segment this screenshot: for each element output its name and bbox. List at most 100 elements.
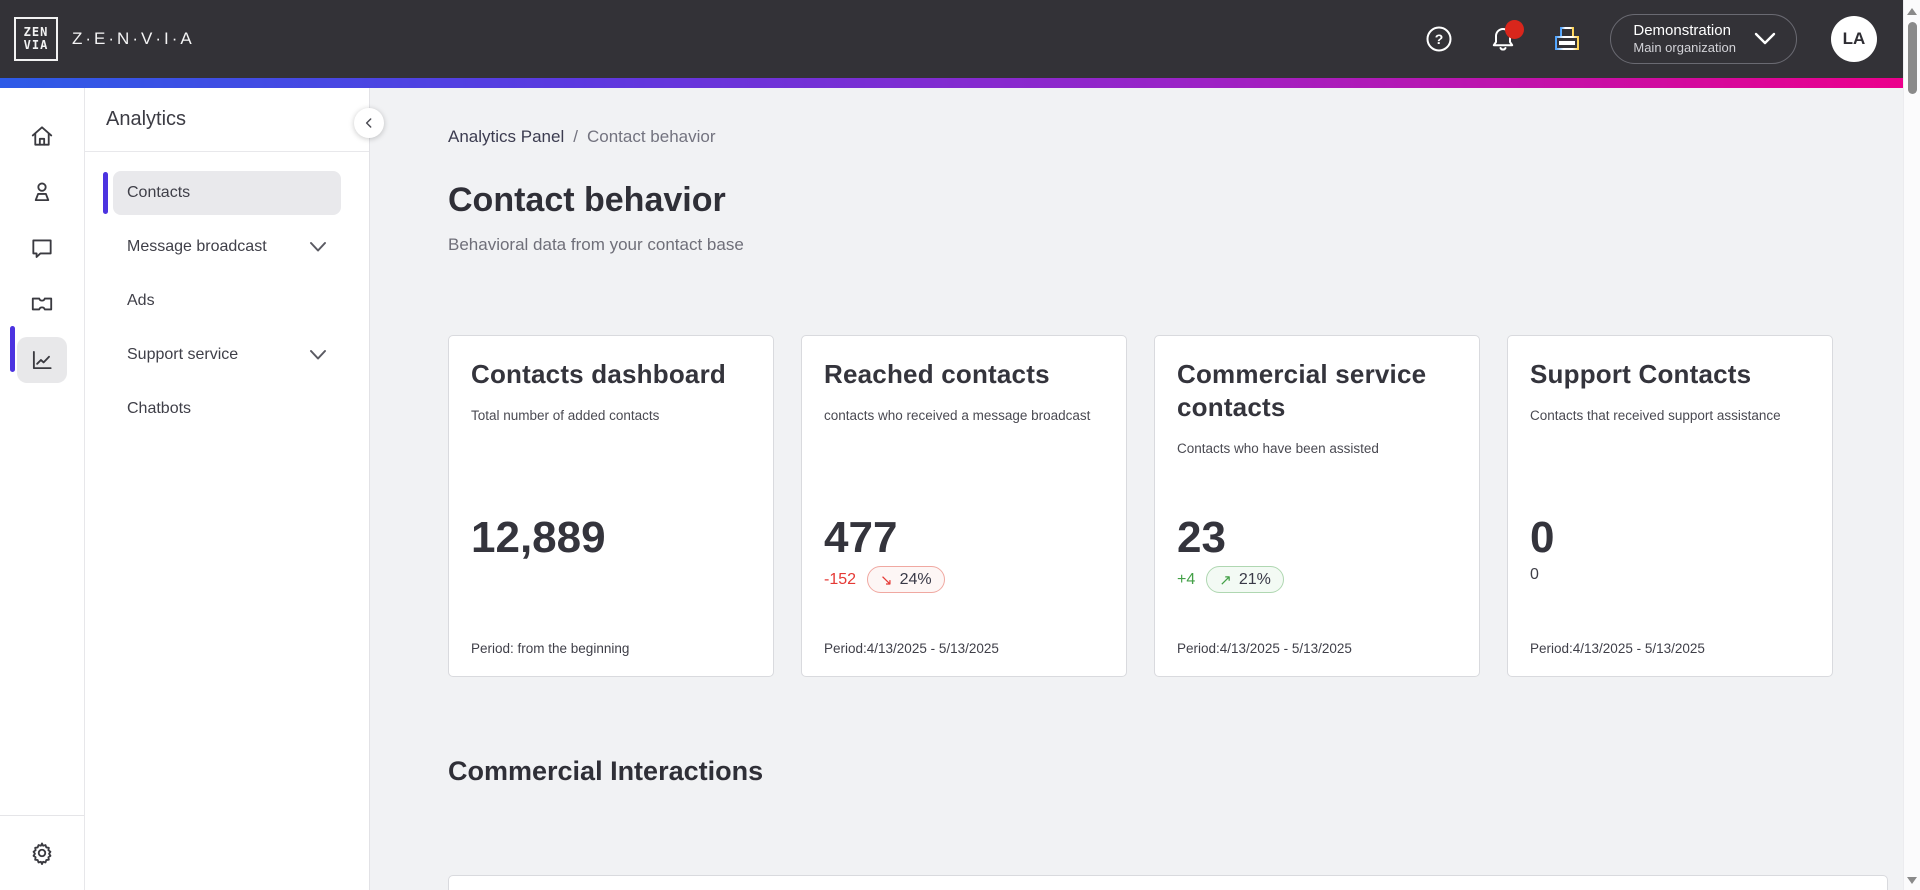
user-avatar[interactable]: LA xyxy=(1831,16,1877,62)
chevron-left-icon xyxy=(365,118,372,128)
card-delta-row: -152 ↘ 24% xyxy=(824,566,945,593)
trend-percentage: 24% xyxy=(899,570,932,588)
scrollbar-up-arrow[interactable] xyxy=(1907,8,1917,15)
card-contacts-dashboard: Contacts dashboard Total number of added… xyxy=(448,335,774,677)
analytics-subnav: Analytics Contacts Message broadcast xyxy=(85,88,384,890)
rail-bottom-section xyxy=(0,815,84,890)
notifications-button[interactable] xyxy=(1488,20,1525,54)
kpi-cards-row: Contacts dashboard Total number of added… xyxy=(448,335,1833,677)
card-title: Support Contacts xyxy=(1530,359,1752,389)
subnav-title: Analytics xyxy=(106,108,187,130)
card-period: Period:4/13/2025 - 5/13/2025 xyxy=(1177,641,1352,656)
chevron-down-icon xyxy=(1754,32,1776,45)
subnav-item-label: Chatbots xyxy=(127,400,192,417)
breadcrumb-analytics-panel[interactable]: Analytics Panel xyxy=(448,127,565,146)
card-value: 477 xyxy=(824,513,898,562)
subnav-item-contacts[interactable]: Contacts xyxy=(103,171,341,215)
subnav-item-message-broadcast[interactable]: Message broadcast xyxy=(113,225,341,269)
card-value: 0 xyxy=(1530,513,1555,562)
scrollbar-thumb[interactable] xyxy=(1907,22,1917,94)
breadcrumb-separator: / xyxy=(573,127,578,146)
page-title: Contact behavior xyxy=(448,181,726,219)
card-period: Period: from the beginning xyxy=(471,641,630,656)
organization-switcher[interactable]: Demonstration Main organization xyxy=(1610,14,1797,64)
commercial-interactions-card-partial xyxy=(448,875,1888,890)
printer-icon xyxy=(1555,27,1580,50)
print-button[interactable] xyxy=(1552,24,1582,54)
chevron-down-icon xyxy=(310,242,326,252)
chevron-down-icon xyxy=(310,350,326,360)
zenvia-logo[interactable]: ZEN VIA Z·E·N·V·I·A xyxy=(14,17,195,61)
section-title-commercial-interactions: Commercial Interactions xyxy=(448,756,764,786)
zenvia-logo-icon: ZEN VIA xyxy=(14,17,58,61)
collapse-panel-button[interactable] xyxy=(354,108,384,138)
subnav-item-support-service[interactable]: Support service xyxy=(113,333,341,377)
subnav-item-label: Support service xyxy=(127,346,239,363)
card-description: Total number of added contacts xyxy=(471,408,660,423)
card-value: 23 xyxy=(1177,513,1226,562)
card-reached-contacts: Reached contacts contacts who received a… xyxy=(801,335,1127,677)
card-title: Reached contacts xyxy=(824,359,1050,389)
topbar: ZEN VIA Z·E·N·V·I·A ? xyxy=(0,0,1903,78)
trend-up-icon: ↗ xyxy=(1219,570,1232,589)
rail-active-indicator xyxy=(10,326,15,372)
card-description: contacts who received a message broadcas… xyxy=(824,408,1091,423)
delta-value: -152 xyxy=(824,570,857,588)
card-description: Contacts who have been assisted xyxy=(1177,441,1379,456)
organization-name: Demonstration xyxy=(1633,21,1731,39)
subnav-item-label: Contacts xyxy=(127,184,191,201)
line-chart-icon xyxy=(32,350,52,370)
organization-subtitle: Main organization xyxy=(1633,40,1736,56)
organization-texts: Demonstration Main organization xyxy=(1633,22,1736,57)
logo-box-top-text: ZEN xyxy=(23,25,49,39)
card-period: Period:4/13/2025 - 5/13/2025 xyxy=(1530,641,1705,656)
trend-badge: ↗ 21% xyxy=(1206,566,1284,593)
subnav-menu: Contacts Message broadcast Ads Support s… xyxy=(85,152,369,431)
ticket-icon xyxy=(31,297,53,311)
trend-percentage: 21% xyxy=(1238,570,1271,588)
notification-badge-dot xyxy=(1505,20,1525,39)
rail-item-campaigns[interactable] xyxy=(17,281,67,327)
scrollbar-down-arrow[interactable] xyxy=(1907,877,1917,884)
trend-badge: ↘ 24% xyxy=(867,566,945,593)
subnav-item-label: Ads xyxy=(127,292,155,309)
rail-item-conversations[interactable] xyxy=(17,225,67,271)
rail-item-settings[interactable] xyxy=(17,830,67,876)
delta-value: +4 xyxy=(1177,570,1196,588)
breadcrumb-current: Contact behavior xyxy=(586,127,716,146)
avatar-initials: LA xyxy=(1842,29,1866,48)
help-icon: ? xyxy=(1426,26,1452,52)
card-description: Contacts that received support assistanc… xyxy=(1530,408,1781,423)
subnav-item-chatbots[interactable]: Chatbots xyxy=(113,387,341,431)
card-delta-row: +4 ↗ 21% xyxy=(1177,566,1284,593)
main-content: Analytics Panel / Contact behavior Conta… xyxy=(370,88,1903,890)
page-subtitle: Behavioral data from your contact base xyxy=(448,235,744,254)
trend-down-icon: ↘ xyxy=(880,570,893,589)
card-period: Period:4/13/2025 - 5/13/2025 xyxy=(824,641,999,656)
subnav-item-label: Message broadcast xyxy=(127,238,267,255)
delta-value: 0 xyxy=(1530,566,1539,583)
svg-text:?: ? xyxy=(1435,31,1444,47)
chat-bubble-icon xyxy=(32,239,52,258)
home-icon xyxy=(31,126,53,146)
brand-gradient-bar xyxy=(0,78,1903,88)
card-title: Commercial service contacts xyxy=(1177,359,1427,422)
icon-rail xyxy=(0,88,85,890)
subnav-header: Analytics xyxy=(85,88,369,152)
gear-icon xyxy=(32,842,52,865)
rail-item-home[interactable] xyxy=(17,113,67,159)
card-title: Contacts dashboard xyxy=(471,359,726,389)
card-value: 12,889 xyxy=(471,513,606,562)
help-button[interactable]: ? xyxy=(1424,24,1454,54)
subnav-item-ads[interactable]: Ads xyxy=(113,279,341,323)
card-delta-row: 0 xyxy=(1530,566,1539,584)
rail-item-analytics[interactable] xyxy=(17,337,67,383)
page-scrollbar[interactable] xyxy=(1903,0,1920,890)
topbar-icon-group: ? xyxy=(1424,20,1582,54)
rail-item-contacts[interactable] xyxy=(17,169,67,215)
breadcrumb: Analytics Panel / Contact behavior xyxy=(448,127,1903,147)
card-support-contacts: Support Contacts Contacts that received … xyxy=(1507,335,1833,677)
zenvia-wordmark: Z·E·N·V·I·A xyxy=(72,29,195,48)
person-icon xyxy=(34,182,50,202)
